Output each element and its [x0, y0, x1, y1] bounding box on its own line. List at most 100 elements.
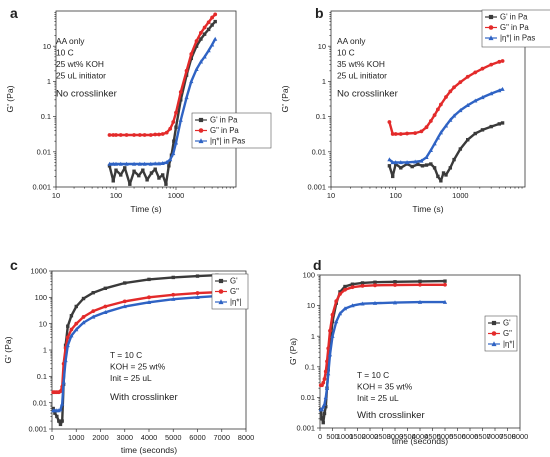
panel-b-data-point — [489, 62, 494, 67]
panel-a-data-point — [107, 161, 112, 166]
panel-a-series-line — [108, 20, 217, 186]
panel-a-data-point — [210, 15, 215, 20]
panel-c-ytick-label: 0.001 — [29, 425, 48, 434]
panel-d-data-point — [360, 284, 365, 288]
panel-d-xtick-label: 3500 — [399, 432, 415, 441]
panel-d-xtick-label: 4500 — [424, 432, 440, 441]
panel-a-data-point — [153, 161, 158, 166]
panel-b-data-point — [424, 154, 429, 159]
panel-a-annotation-line: AA only — [56, 36, 85, 46]
panel-a-data-point — [132, 133, 136, 137]
panel-b-data-point — [465, 102, 470, 107]
panel-a-letter: a — [10, 5, 18, 21]
panel-d-legend-label: G' — [503, 319, 511, 328]
panel-b-data-point — [439, 179, 443, 183]
panel-a-data-point — [119, 173, 123, 177]
panel-b-data-point — [435, 135, 441, 140]
panel-d-data-point — [325, 359, 329, 364]
panel-c-data-point — [57, 419, 61, 423]
panel-d-data-point — [327, 352, 333, 357]
panel-d-annotation-line: KOH = 35 wt% — [357, 382, 413, 392]
panel-c-data-point — [55, 414, 59, 419]
panel-d-ytick-label: 0.1 — [305, 362, 315, 371]
panel-b-data-point — [429, 162, 433, 166]
panel-d-annotation-line: T = 10 C — [357, 370, 389, 380]
panel-a-data-point — [173, 140, 179, 145]
panel-a-data-point — [160, 132, 165, 136]
panel-c-annotation-line: KOH = 25 wt% — [110, 362, 166, 372]
panel-b-data-point — [500, 86, 505, 91]
panel-a-data-point — [171, 120, 176, 124]
panel-d-data-point — [334, 299, 339, 304]
panel-a-data-point — [198, 30, 203, 35]
panel-a-data-point — [174, 125, 178, 129]
panel-d-plot-frame — [319, 274, 521, 429]
panel-b-legend-box — [481, 9, 550, 48]
panel-a-data-point — [167, 164, 171, 168]
panel-d-data-point — [393, 283, 397, 287]
panel-c-ytick-label: 0.1 — [37, 372, 47, 381]
panel-a-data-point — [113, 161, 119, 166]
panel-a-ytick-label: 10 — [43, 42, 51, 51]
panel-b-legend-marker — [488, 25, 494, 30]
panel-b-data-point — [432, 113, 437, 118]
panel-b-data-point — [448, 89, 453, 94]
panel-b-annotation-line: 25 uL initiator — [337, 71, 387, 81]
panel-c-xtick-label: 1000 — [68, 433, 84, 442]
panel-d-data-point — [343, 287, 347, 292]
panel-b-data-point — [473, 70, 478, 75]
panel-b-data-point — [413, 159, 418, 164]
panel-d-legend-marker — [491, 331, 497, 336]
panel-c-data-point — [74, 304, 78, 309]
panel-d-ytick-label: 0.01 — [301, 393, 315, 402]
panel-a-data-point — [157, 176, 161, 180]
panel-d-data-point — [443, 279, 447, 283]
panel-a-annotation-title: No crosslinker — [56, 89, 118, 100]
panel-b-data-point — [419, 129, 424, 134]
panel-b-data-point — [458, 147, 463, 151]
panel-a-xtick-label: 10 — [52, 191, 60, 200]
panel-a-legend-marker — [198, 117, 204, 123]
panel-b-legend-label: G' in Pa — [500, 13, 528, 22]
panel-d-data-point — [373, 280, 377, 284]
panel-a-data-point — [174, 110, 178, 115]
panel-a-data-point — [142, 133, 147, 137]
panel-a-data-point — [153, 167, 157, 171]
panel-b-data-point — [489, 124, 493, 129]
panel-c-data-point — [195, 274, 200, 278]
panel-b-data-point — [404, 160, 410, 165]
panel-a-data-point — [137, 161, 142, 166]
panel-a-data-point — [141, 168, 145, 172]
panel-a-data-point — [156, 161, 162, 166]
panel-b-data-point — [500, 121, 505, 125]
panel-c-annotation-line: T = 10 C — [110, 350, 142, 360]
panel-d-data-point — [338, 292, 342, 296]
panel-d-xtick-label: 5500 — [449, 432, 465, 441]
panel-a-data-point — [171, 151, 176, 156]
panel-c-ytick-label: 10 — [39, 319, 47, 328]
panel-a-legend-label: |η*| in Pas — [210, 137, 245, 146]
panel-d-legend-label: G" — [503, 329, 512, 338]
panel-c-data-point — [91, 309, 96, 314]
panel-c-data-point — [65, 335, 70, 340]
panel-b-data-point — [448, 117, 453, 122]
panel-a-data-point — [124, 133, 129, 137]
panel-a-data-point — [206, 48, 211, 53]
panel-c-data-point — [58, 422, 63, 427]
panel-d-series-1 — [318, 282, 447, 388]
panel-c-legend-label: |η*| — [230, 298, 241, 307]
panel-d-data-point — [373, 283, 377, 288]
panel-b-series-0 — [387, 121, 505, 183]
panel-a-data-point — [137, 133, 142, 137]
panel-a-data-point — [123, 166, 127, 170]
panel-b-xtick-label: 1000 — [452, 191, 468, 200]
panel-a-data-point — [114, 168, 118, 172]
panel-b-series-line — [388, 88, 504, 164]
panel-a-data-point — [118, 161, 123, 166]
panel-a-data-point — [178, 90, 183, 94]
panel-d-xtick-label: 6000 — [462, 432, 478, 441]
panel-b-letter: b — [315, 5, 324, 21]
panel-c-data-point — [171, 292, 176, 297]
panel-a-data-point — [157, 132, 161, 137]
panel-c-data-point — [171, 296, 176, 301]
